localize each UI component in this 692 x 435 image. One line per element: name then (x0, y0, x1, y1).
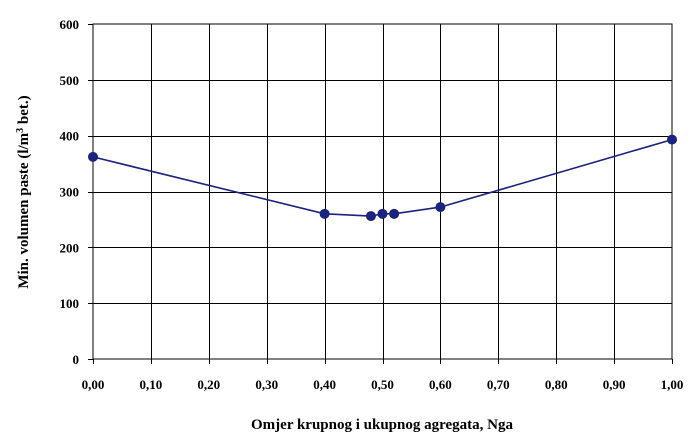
data-point (365, 211, 376, 222)
x-tick-label: 0,90 (603, 377, 626, 392)
data-point (389, 208, 400, 219)
y-tick-label: 100 (60, 296, 80, 311)
y-tick-labels: 0 100 200 300 400 500 600 (60, 17, 80, 367)
x-tick-label: 1,00 (661, 377, 684, 392)
y-tick-label: 300 (60, 185, 80, 200)
x-tick-label: 0,00 (82, 377, 105, 392)
y-tick-label: 500 (60, 73, 80, 88)
y-tick-label: 600 (60, 17, 80, 32)
x-tick-labels: 0,00 0,10 0,20 0,30 0,40 0,50 0,60 0,70 0,80 0,90… (82, 377, 684, 392)
y-tick-label: 400 (60, 129, 80, 144)
x-tick-label: 0,20 (197, 377, 220, 392)
x-tick-label: 0,50 (371, 377, 394, 392)
x-tick-label: 0,80 (545, 377, 568, 392)
grid-lines (88, 24, 673, 364)
x-axis-title: Omjer krupnog i ukupnog agregata, Nga (251, 417, 513, 433)
x-tick-label: 0,10 (140, 377, 163, 392)
y-axis-title: Min. volumen paste (l/m3 bet.) (15, 95, 32, 288)
x-tick-label: 0,70 (487, 377, 510, 392)
x-tick-label: 0,40 (313, 377, 336, 392)
series-layer (88, 134, 677, 222)
data-point (667, 134, 677, 145)
series-line (92, 138, 673, 217)
y-tick-label: 200 (60, 240, 80, 255)
x-tick-label: 0,60 (429, 377, 452, 392)
data-point (319, 208, 330, 219)
data-point (435, 202, 446, 213)
plot-frame (92, 23, 673, 360)
data-point (377, 208, 388, 219)
y-tick-label: 0 (73, 352, 80, 367)
data-point (88, 151, 98, 162)
x-tick-label: 0,30 (255, 377, 278, 392)
